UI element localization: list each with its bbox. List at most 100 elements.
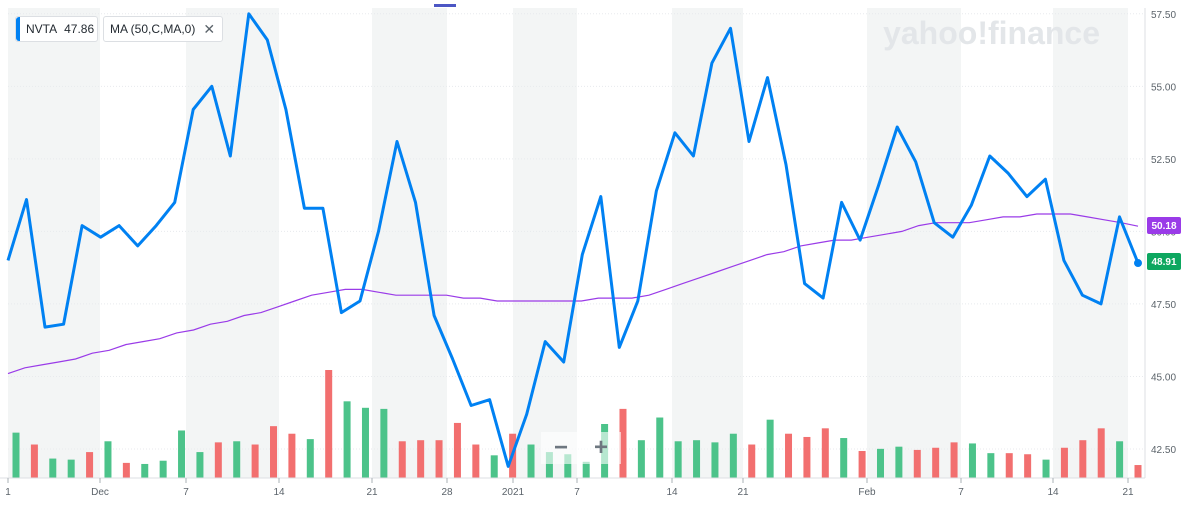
ma-value-text: 50.18 — [1151, 221, 1176, 232]
x-tick-label: 1 — [5, 487, 11, 498]
volume-bar — [748, 444, 756, 478]
y-tick-label: 45.00 — [1151, 372, 1176, 383]
weekend-bands — [8, 8, 1128, 478]
volume-bar — [803, 436, 811, 478]
value-badges: 50.18 48.91 — [1147, 217, 1181, 270]
volume-bar — [545, 452, 553, 478]
y-tick-label: 42.50 — [1151, 445, 1176, 456]
price-line-layer — [6, 12, 1142, 468]
price-value-badge — [1147, 253, 1181, 270]
zoom-out-button[interactable]: − — [553, 434, 568, 461]
volume-bar — [398, 441, 406, 478]
volume-bar — [913, 449, 921, 478]
close-icon[interactable]: ✕ — [203, 20, 216, 37]
ticker-value: 47.86 — [64, 22, 95, 36]
x-tick-label: Feb — [858, 487, 876, 498]
volume-bar — [196, 452, 204, 478]
volume-bar — [656, 417, 664, 478]
volume-bar — [122, 462, 130, 478]
volume-bar — [895, 446, 903, 478]
x-tick-label: 21 — [737, 487, 749, 498]
volume-bar — [325, 370, 333, 478]
volume-bar — [693, 440, 701, 478]
volume-bar — [343, 401, 351, 478]
volume-bar — [932, 447, 940, 478]
x-tick-label: 7 — [183, 487, 189, 498]
volume-bar — [564, 454, 572, 478]
x-tick-label: 14 — [1047, 487, 1059, 498]
zoom-controls[interactable]: − + — [541, 432, 621, 464]
volume-bar — [306, 439, 314, 478]
x-tick-label: 7 — [958, 487, 964, 498]
volume-bar — [674, 441, 682, 478]
volume-bar — [766, 419, 774, 478]
price-value-text: 48.91 — [1151, 257, 1176, 268]
volume-bar — [288, 433, 296, 478]
volume-bar — [435, 440, 443, 478]
volume-bar — [453, 422, 461, 478]
volume-bar — [1042, 459, 1050, 478]
volume-bar — [785, 433, 793, 478]
volume-bar — [30, 444, 38, 478]
last-price-dot — [1134, 259, 1142, 268]
ticker-legend[interactable]: NVTA 47.86 — [15, 16, 98, 42]
volume-bar — [86, 452, 94, 478]
volume-bar — [1116, 441, 1124, 478]
x-axis: 1 Dec 7 14 21 28 2021 7 14 21 Feb 7 14 21 — [0, 477, 1145, 498]
y-tick-label: 57.50 — [1151, 10, 1176, 21]
indicator-label: MA (50,C,MA,0) — [110, 22, 196, 36]
volume-bar — [380, 408, 388, 478]
volume-bar — [637, 440, 645, 478]
volume-bar — [251, 444, 259, 478]
volume-bar — [527, 444, 535, 478]
volume-bar — [840, 438, 848, 478]
y-tick-label: 52.50 — [1151, 155, 1176, 166]
x-tick-label: 2021 — [502, 487, 525, 498]
volume-bars — [12, 370, 1142, 478]
ma-value-badge — [1147, 217, 1181, 234]
x-tick-label: 21 — [366, 487, 378, 498]
week-band-1 — [186, 8, 279, 478]
volume-bar — [361, 407, 369, 478]
zoom-in-button[interactable]: + — [593, 434, 608, 461]
volume-bar — [1060, 447, 1068, 478]
volume-bar — [12, 432, 20, 478]
volume-bar — [417, 440, 425, 478]
indicator-legend[interactable]: MA (50,C,MA,0) ✕ — [103, 16, 223, 42]
x-tick-label: 14 — [666, 487, 678, 498]
week-band-2 — [372, 8, 447, 478]
volume-bar — [619, 408, 627, 478]
week-band-5 — [867, 8, 961, 478]
grid-lines — [8, 13, 1145, 450]
volume-bar — [67, 459, 75, 478]
volume-bar — [729, 433, 737, 478]
volume-bar — [104, 441, 112, 478]
volume-bar — [858, 451, 866, 478]
volume-bar — [876, 448, 884, 478]
price-line — [6, 12, 1140, 468]
volume-bar — [141, 463, 149, 478]
week-band-0 — [8, 8, 100, 478]
ticker-color-bar — [16, 17, 20, 41]
x-tick-label: Dec — [91, 487, 109, 498]
ticker-symbol: NVTA — [26, 22, 58, 36]
yahoo-finance-watermark: yahoo!finance — [883, 15, 1100, 51]
volume-bar — [49, 458, 57, 478]
volume-bar — [472, 444, 480, 478]
volume-bar — [1097, 428, 1105, 478]
volume-bar — [233, 441, 241, 478]
x-tick-label: 14 — [273, 487, 285, 498]
volume-bar — [1024, 454, 1032, 478]
y-tick-label: 47.50 — [1151, 300, 1176, 311]
range-indicator — [434, 4, 456, 7]
volume-bar — [950, 442, 958, 478]
volume-bar — [821, 428, 829, 478]
volume-bar — [490, 455, 498, 478]
volume-bar — [968, 443, 976, 478]
volume-bar — [1079, 440, 1087, 478]
volume-bar — [159, 460, 167, 478]
volume-bar — [1005, 453, 1013, 478]
